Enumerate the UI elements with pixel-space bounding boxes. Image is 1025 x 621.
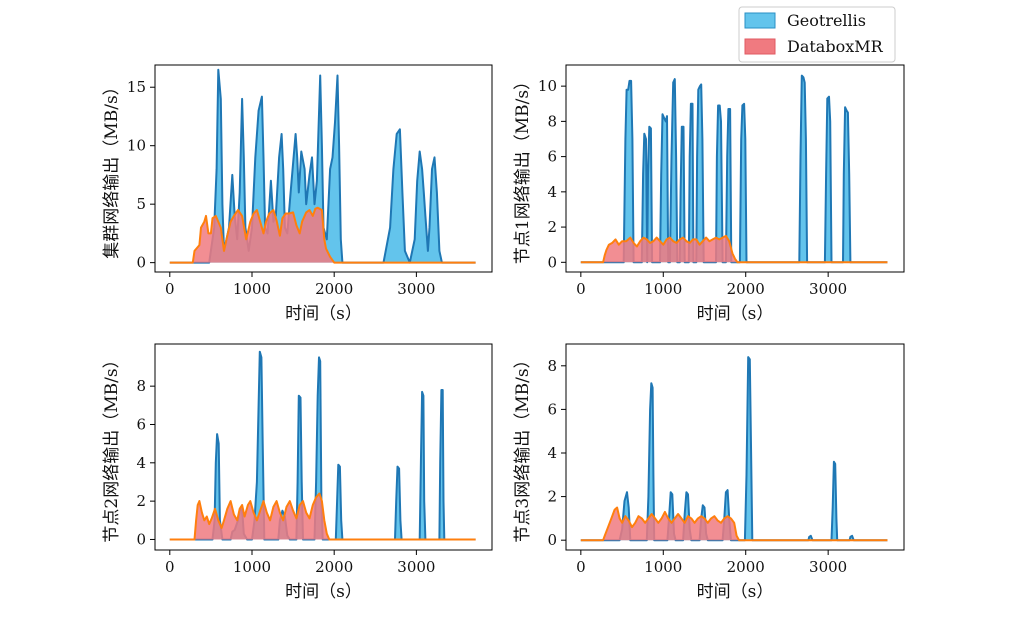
y-tick-label: 8 xyxy=(547,357,557,375)
y-tick-label: 4 xyxy=(136,454,146,472)
series-group xyxy=(169,350,476,541)
y-tick-label: 0 xyxy=(136,530,146,548)
plot-frame xyxy=(154,343,493,551)
y-tick-label: 4 xyxy=(547,183,557,201)
area-databoxmr xyxy=(169,493,476,540)
y-tick-label: 6 xyxy=(547,400,557,418)
area-databoxmr xyxy=(580,235,888,263)
x-tick-label: 1000 xyxy=(233,558,271,576)
x-axis-label: 时间（s） xyxy=(697,304,774,324)
x-axis-label: 时间（s） xyxy=(697,582,774,602)
line-databoxmr xyxy=(580,506,888,542)
x-tick-label: 3000 xyxy=(809,558,847,576)
legend-swatch-databoxmr xyxy=(744,38,776,55)
y-tick-label: 8 xyxy=(547,112,557,130)
x-tick-label: 3000 xyxy=(397,558,435,576)
series-group xyxy=(580,356,888,542)
line-geotrellis xyxy=(580,74,888,264)
y-tick-label: 2 xyxy=(547,218,557,236)
y-tick-label: 10 xyxy=(127,137,146,155)
line-geotrellis xyxy=(169,68,476,264)
x-axis-label: 时间（s） xyxy=(285,582,362,602)
x-tick-label: 1000 xyxy=(644,280,682,298)
legend-label-geotrellis: Geotrellis xyxy=(787,11,866,30)
x-tick-label: 2000 xyxy=(315,280,353,298)
y-axis-label: 节点2网络输出（MB/s） xyxy=(102,351,122,542)
x-tick-label: 0 xyxy=(165,558,175,576)
x-tick-label: 3000 xyxy=(397,280,435,298)
plot-frame xyxy=(565,64,905,273)
series-group xyxy=(169,68,476,264)
y-tick-label: 8 xyxy=(136,377,146,395)
x-axis-label: 时间（s） xyxy=(285,304,362,324)
area-databoxmr xyxy=(169,207,476,263)
area-geotrellis xyxy=(580,357,888,541)
subplot-3: 0 1000 2000 3000 0 2 4 6 8 时间（s） 节点2网络输出（MB/s） xyxy=(102,343,493,602)
line-databoxmr xyxy=(580,234,888,264)
legend-swatch-geotrellis xyxy=(744,12,776,29)
area-geotrellis xyxy=(169,69,476,263)
legend-box xyxy=(738,6,896,63)
x-tick-label: 0 xyxy=(576,280,586,298)
y-tick-label: 6 xyxy=(136,415,146,433)
y-tick-label: 0 xyxy=(547,531,557,549)
y-tick-label: 2 xyxy=(547,488,557,506)
line-geotrellis xyxy=(580,356,888,542)
x-tick-label: 0 xyxy=(576,558,586,576)
series-group xyxy=(580,74,888,264)
subplot-4: 0 1000 2000 3000 0 2 4 6 8 时间（s） 节点3网络输出（MB/s） xyxy=(513,343,905,602)
plot-frame xyxy=(154,64,493,273)
y-tick-label: 2 xyxy=(136,492,146,510)
y-tick-label: 0 xyxy=(547,253,557,271)
y-tick-label: 5 xyxy=(136,195,146,213)
line-databoxmr xyxy=(169,492,476,541)
legend-label-databoxmr: DataboxMR xyxy=(787,37,884,56)
y-axis-label: 节点3网络输出（MB/s） xyxy=(513,351,533,542)
x-tick-label: 1000 xyxy=(233,280,271,298)
y-tick-label: 0 xyxy=(136,254,146,272)
line-databoxmr xyxy=(169,206,476,264)
y-tick-label: 6 xyxy=(547,148,557,166)
x-tick-label: 2000 xyxy=(315,558,353,576)
legend: Geotrellis DataboxMR xyxy=(738,6,896,63)
y-tick-label: 15 xyxy=(127,78,146,96)
y-axis-label: 集群网络输出（MB/s） xyxy=(102,78,122,258)
subplot-2: 0 1000 2000 3000 0 2 4 6 8 10 时间（s） 节点1网络输出（MB/s） xyxy=(513,64,905,324)
subplot-1: 0 1000 2000 3000 0 5 10 15 时间（s） 集群网络输出（MB/s） xyxy=(102,64,493,324)
x-tick-label: 1000 xyxy=(644,558,682,576)
x-tick-label: 0 xyxy=(165,280,175,298)
y-axis-label: 节点1网络输出（MB/s） xyxy=(513,73,533,264)
x-tick-label: 2000 xyxy=(727,280,765,298)
y-tick-label: 4 xyxy=(547,444,557,462)
x-tick-label: 2000 xyxy=(727,558,765,576)
plot-frame xyxy=(565,343,905,551)
x-tick-label: 3000 xyxy=(809,280,847,298)
y-tick-label: 10 xyxy=(538,77,557,95)
